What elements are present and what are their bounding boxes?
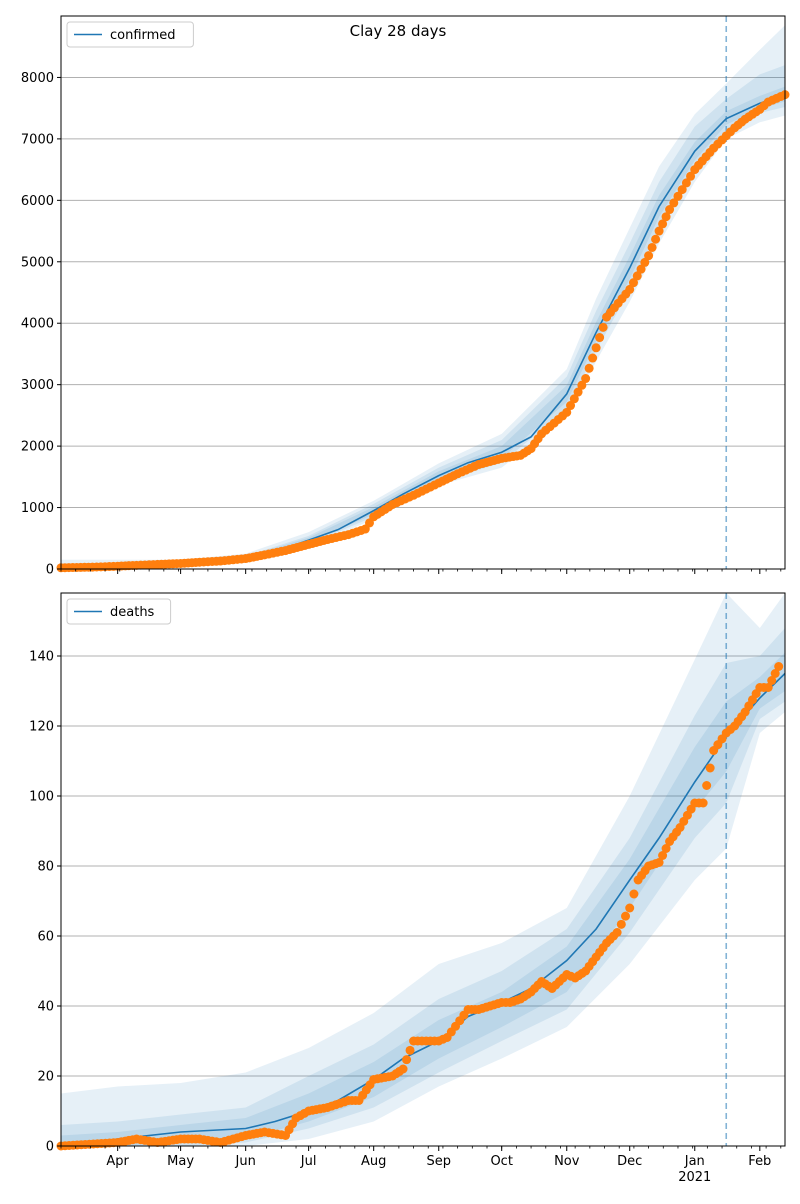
deaths-observed-point	[402, 1055, 412, 1065]
confirmed-observed-point	[598, 322, 608, 332]
deaths-xtick-label: Dec	[617, 1154, 642, 1169]
deaths-xtick-label: May	[167, 1154, 194, 1169]
confirmed-observed-point	[654, 226, 664, 236]
confirmed-observed-point	[665, 205, 675, 215]
deaths-legend: deaths	[66, 598, 172, 625]
confirmed-observed-point	[647, 242, 657, 252]
confirmed-observed-point	[640, 257, 650, 267]
confirmed-observed-point	[569, 394, 579, 404]
confirmed-observed-point	[566, 401, 576, 411]
deaths-ytick-label: 140	[29, 650, 54, 665]
deaths-observed-point	[405, 1045, 415, 1055]
confirmed-observed-point	[591, 343, 601, 353]
confirmed-observed-point	[673, 191, 683, 201]
confirmed-observed-point	[628, 278, 638, 288]
confirmed-observed-point	[636, 264, 646, 274]
confirmed-axes-frame	[60, 15, 786, 570]
deaths-observed-point	[629, 889, 639, 899]
confirmed-ytick-label: 5000	[21, 255, 54, 270]
confirmed-observed-point	[651, 234, 661, 244]
confirmed-observed-point	[632, 271, 642, 281]
deaths-xtick-label: Jul	[300, 1154, 317, 1169]
confirmed-observed-point	[577, 380, 587, 390]
confirmed-legend-label: confirmed	[110, 28, 176, 43]
deaths-year-label: 2021	[678, 1170, 711, 1185]
deaths-ytick-label: 100	[29, 790, 54, 805]
deaths-interval-band	[61, 652, 785, 1146]
deaths-observed-point	[705, 763, 715, 773]
confirmed-observed-point	[562, 407, 572, 417]
confirmed-interval-band	[61, 86, 785, 569]
confirmed-observed-point	[573, 387, 583, 397]
deaths-xtick-label: Sep	[426, 1154, 451, 1169]
confirmed-observed-point	[584, 363, 594, 373]
confirmed-ytick-label: 2000	[21, 440, 54, 455]
deaths-xtick-label: Feb	[748, 1154, 771, 1169]
deaths-interval-band	[61, 593, 785, 1146]
deaths-observed-point	[767, 676, 777, 685]
confirmed-observed-point	[661, 212, 671, 222]
confirmed-ytick-label: 8000	[21, 71, 54, 86]
deaths-observed-point	[774, 662, 784, 671]
deaths-xtick-label: Aug	[361, 1154, 386, 1169]
deaths-xtick-label: Jun	[235, 1154, 256, 1169]
confirmed-observed-point	[658, 219, 668, 229]
confirmed-observed-point	[669, 198, 679, 208]
deaths-ytick-label: 0	[46, 1140, 54, 1155]
confirmed-observed-point	[681, 178, 691, 188]
deaths-observed-point	[698, 798, 708, 808]
deaths-ytick-label: 80	[37, 860, 54, 875]
deaths-observed-point	[770, 669, 780, 678]
deaths-observed-point	[702, 781, 712, 790]
deaths-xtick-label: Jan	[684, 1154, 705, 1169]
deaths-observed-point	[658, 851, 668, 860]
confirmed-ytick-label: 3000	[21, 378, 54, 393]
deaths-observed-point	[625, 903, 635, 913]
deaths-xtick-label: Nov	[554, 1154, 580, 1169]
confirmed-legend: confirmed	[66, 21, 194, 48]
deaths-panel: 0 20 40 60 80 100 120 140 Apr May Jun Jul Aug Sep Oct N…	[29, 592, 786, 1185]
confirmed-interval-band	[61, 65, 785, 569]
deaths-xtick-label: Apr	[106, 1154, 129, 1169]
confirmed-ytick-label: 0	[46, 563, 54, 578]
confirmed-observed-point	[677, 185, 687, 195]
deaths-observed-point	[654, 858, 664, 867]
deaths-ytick-label: 60	[37, 930, 54, 945]
confirmed-ytick-label: 7000	[21, 132, 54, 147]
deaths-ytick-label: 40	[37, 1000, 54, 1015]
deaths-observed-point	[661, 844, 671, 853]
confirmed-panel: 0 1000 2000 3000 4000 5000 6000 7000 8000 confirm…	[21, 15, 790, 578]
deaths-observed-point	[612, 928, 622, 937]
deaths-ytick-label: 120	[29, 720, 54, 735]
confirmed-ytick-label: 1000	[21, 501, 54, 516]
deaths-legend-box	[66, 598, 172, 625]
confirmed-legend-box	[66, 21, 194, 48]
confirmed-observed-point	[644, 251, 654, 261]
deaths-xtick-label: Oct	[490, 1154, 512, 1169]
confirmed-ytick-label: 6000	[21, 194, 54, 209]
deaths-observed-point	[398, 1064, 408, 1074]
deaths-legend-label: deaths	[110, 605, 155, 620]
deaths-ytick-label: 20	[37, 1070, 54, 1085]
deaths-observed-point	[621, 911, 631, 921]
confirmed-observed-point	[686, 171, 696, 181]
confirmed-observed-point	[581, 374, 591, 384]
confirmed-observed-point	[625, 284, 635, 294]
deaths-observed-point	[763, 683, 773, 692]
confirmed-ytick-label: 4000	[21, 317, 54, 332]
confirmed-observed-point	[588, 353, 598, 363]
deaths-observed-point	[616, 919, 626, 929]
confirmed-observed-point	[595, 333, 605, 343]
deaths-axes-frame	[60, 592, 786, 1147]
chart-title: Clay 28 days	[350, 22, 447, 40]
